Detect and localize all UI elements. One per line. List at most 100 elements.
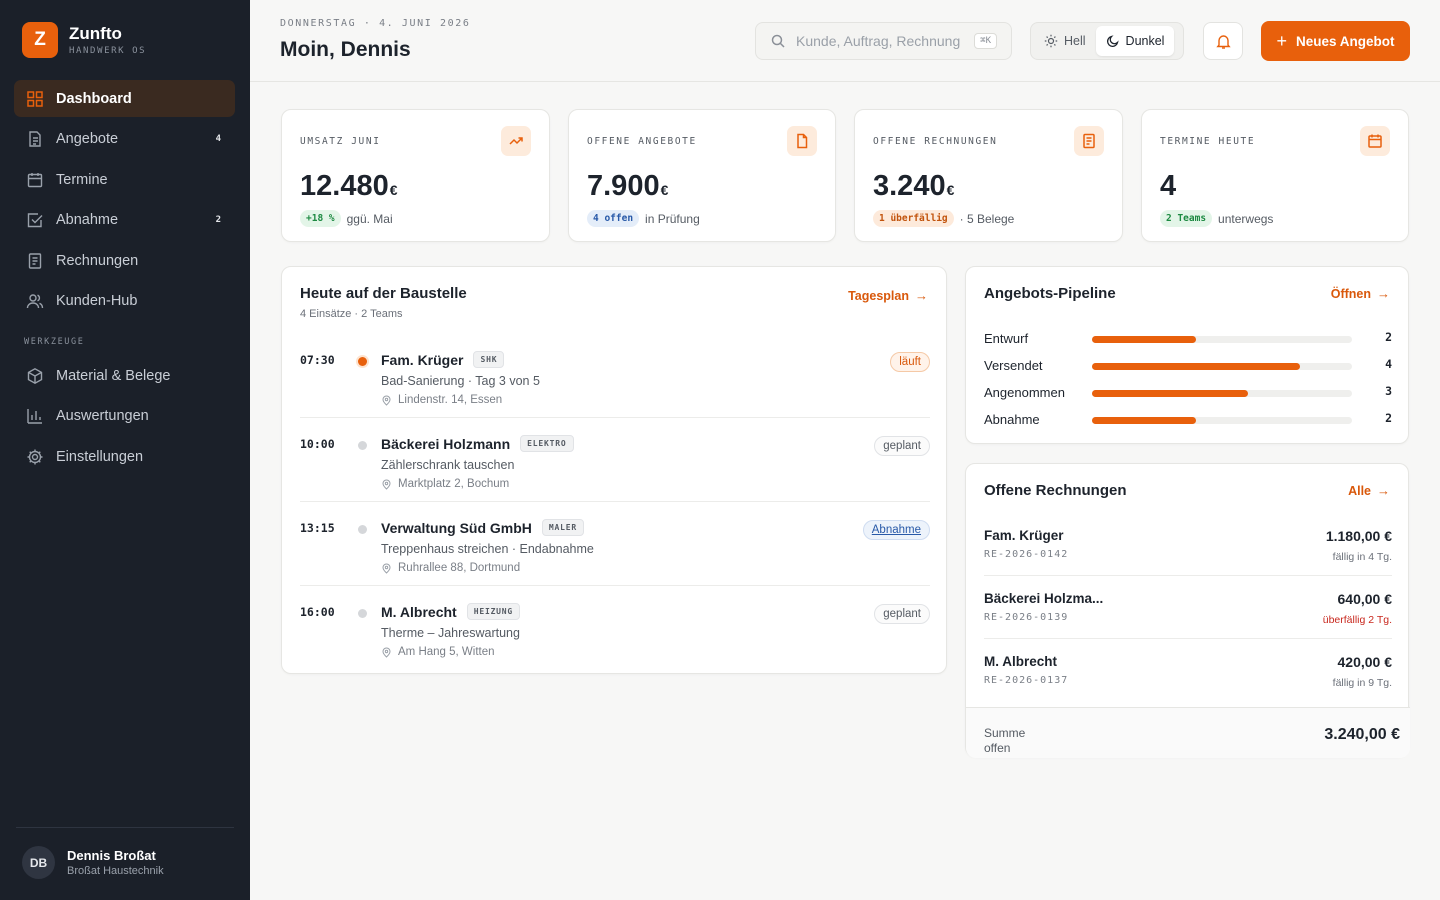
kpi-currency: € bbox=[660, 182, 669, 198]
trade-tag: HEIZUNG bbox=[466, 603, 521, 620]
kpi-note: · 5 Belege bbox=[959, 211, 1015, 226]
invoice-number: RE-2026-0142 bbox=[984, 549, 1069, 560]
job-time: 10:00 bbox=[300, 437, 335, 451]
sidebar-item-einstellungen[interactable]: Einstellungen bbox=[14, 438, 235, 475]
sidebar-item-abnahme[interactable]: Abnahme 2 bbox=[14, 202, 235, 239]
pipeline-row: Versendet 4 bbox=[984, 356, 1392, 376]
arrow-right-icon: → bbox=[915, 288, 928, 303]
theme-dark-button[interactable]: Dunkel bbox=[1095, 26, 1175, 56]
kpi-card-open-offers[interactable]: OFFENE ANGEBOTE 7.900€ 4 offen in Prüfun… bbox=[568, 109, 836, 242]
job-row[interactable]: 10:00 Bäckerei Holzmann ELEKTRO Zählersch… bbox=[300, 431, 930, 515]
pipeline-row: Entwurf 2 bbox=[984, 329, 1392, 349]
new-offer-button[interactable]: + Neues Angebot bbox=[1261, 21, 1410, 61]
arrow-right-icon: → bbox=[1377, 286, 1390, 301]
bell-icon bbox=[1215, 34, 1231, 49]
sidebar-item-kunden-hub[interactable]: Kunden-Hub bbox=[14, 283, 235, 320]
sidebar-item-termine[interactable]: Termine bbox=[14, 161, 235, 198]
job-time: 16:00 bbox=[300, 605, 335, 619]
kpi-note: ggü. Mai bbox=[346, 211, 393, 226]
kpi-value: 4 bbox=[1160, 170, 1177, 203]
job-address: Ruhrallee 88, Dortmund bbox=[398, 562, 521, 574]
kpi-value: 3.240€ bbox=[873, 170, 954, 203]
receipt-icon bbox=[28, 252, 42, 269]
user-profile[interactable]: DB Dennis Broßat Broßat Haustechnik bbox=[22, 846, 164, 879]
pipeline-bar bbox=[1092, 417, 1196, 424]
sidebar-item-dashboard[interactable]: Dashboard bbox=[14, 80, 235, 117]
kpi-card-revenue[interactable]: UMSATZ JUNI 12.480€ +18 % ggü. Mai bbox=[281, 109, 550, 242]
sum-value: 3.240,00 € bbox=[1324, 726, 1400, 743]
job-description: Bad-Sanierung · Tag 3 von 5 bbox=[381, 374, 540, 388]
theme-light-button[interactable]: Hell bbox=[1034, 26, 1096, 56]
invoice-sum: Summe offen 3.240,00 € bbox=[966, 707, 1410, 758]
user-name: Dennis Broßat bbox=[67, 848, 156, 863]
file-icon bbox=[787, 126, 817, 156]
pipeline-open-link[interactable]: Öffnen → bbox=[1331, 286, 1390, 301]
notifications-button[interactable] bbox=[1203, 22, 1243, 60]
job-time: 13:15 bbox=[300, 521, 335, 535]
invoice-customer: M. Albrecht bbox=[984, 654, 1058, 669]
kpi-label: UMSATZ JUNI bbox=[300, 136, 381, 147]
sidebar-nav: Dashboard Angebote 4 Termine Abnahme 2 R… bbox=[14, 80, 235, 479]
receipt-icon bbox=[1074, 126, 1104, 156]
invoice-row[interactable]: Fam. Krüger RE-2026-0142 1.180,00 € fäll… bbox=[984, 528, 1392, 591]
sidebar-item-material[interactable]: Material & Belege bbox=[14, 357, 235, 394]
day-plan-link[interactable]: Tagesplan → bbox=[848, 288, 928, 303]
invoice-row[interactable]: Bäckerei Holzma... RE-2026-0139 640,00 €… bbox=[984, 591, 1392, 654]
kpi-currency: € bbox=[389, 182, 398, 198]
job-customer: M. Albrecht bbox=[381, 603, 457, 620]
invoice-amount: 640,00 € bbox=[1337, 591, 1393, 607]
divider bbox=[984, 575, 1392, 576]
kpi-card-open-invoices[interactable]: OFFENE RECHNUNGEN 3.240€ 1 überfällig · … bbox=[854, 109, 1123, 242]
job-row[interactable]: 16:00 M. Albrecht HEIZUNG Therme – Jahres… bbox=[300, 599, 930, 683]
brand[interactable]: Z Zunfto HANDWERK OS bbox=[22, 22, 146, 58]
divider bbox=[984, 638, 1392, 639]
invoice-row[interactable]: M. Albrecht RE-2026-0137 420,00 € fällig… bbox=[984, 654, 1392, 717]
kpi-number: 4 bbox=[1160, 170, 1177, 202]
link-label: Öffnen bbox=[1330, 286, 1371, 301]
sidebar-item-label: Kunden-Hub bbox=[56, 293, 138, 309]
card-title: Offene Rechnungen bbox=[984, 482, 1127, 499]
pipeline-value: 2 bbox=[1385, 330, 1392, 344]
moon-icon bbox=[1106, 35, 1119, 48]
open-invoices-card: Offene Rechnungen Alle → Fam. Krüger RE-… bbox=[965, 463, 1410, 758]
kpi-card-appointments[interactable]: TERMINE HEUTE 4 2 Teams unterwegs bbox=[1141, 109, 1409, 242]
invoice-due: überfällig 2 Tg. bbox=[1322, 614, 1392, 626]
count-badge: 2 bbox=[215, 215, 221, 225]
link-label: Tagesplan bbox=[848, 288, 909, 303]
status-badge[interactable]: Abnahme bbox=[862, 520, 930, 540]
pipeline-label: Angenommen bbox=[984, 385, 1065, 400]
invoice-number: RE-2026-0139 bbox=[984, 612, 1069, 623]
brand-subtitle: HANDWERK OS bbox=[69, 45, 147, 56]
all-invoices-link[interactable]: Alle → bbox=[1348, 483, 1390, 498]
job-description: Therme – Jahreswartung bbox=[381, 626, 520, 640]
brand-logo: Z bbox=[22, 22, 58, 58]
search-input[interactable] bbox=[796, 33, 961, 49]
kpi-number: 7.900 bbox=[587, 170, 660, 202]
job-row[interactable]: 13:15 Verwaltung Süd GmbH MALER Treppenha… bbox=[300, 515, 930, 599]
trade-tag: MALER bbox=[541, 519, 584, 536]
job-description: Treppenhaus streichen · Endabnahme bbox=[381, 542, 594, 556]
sidebar-item-label: Angebote bbox=[56, 131, 119, 147]
kpi-number: 12.480 bbox=[300, 170, 389, 202]
current-date: DONNERSTAG · 4. JUNI 2026 bbox=[280, 18, 471, 29]
calendar-icon bbox=[1360, 126, 1390, 156]
invoice-customer: Bäckerei Holzma... bbox=[984, 591, 1104, 606]
job-address: Am Hang 5, Witten bbox=[398, 646, 495, 658]
sidebar-item-auswertungen[interactable]: Auswertungen bbox=[14, 398, 235, 435]
sidebar-item-label: Auswertungen bbox=[56, 408, 149, 424]
job-row[interactable]: 07:30 Fam. Krüger SHK Bad-Sanierung · Tag… bbox=[300, 347, 930, 431]
sun-icon bbox=[1044, 34, 1058, 48]
sidebar-item-angebote[interactable]: Angebote 4 bbox=[14, 121, 235, 158]
sidebar-item-rechnungen[interactable]: Rechnungen bbox=[14, 242, 235, 279]
status-dot bbox=[358, 357, 367, 366]
kpi-pill: 2 Teams bbox=[1160, 210, 1213, 227]
invoice-amount: 1.180,00 € bbox=[1325, 528, 1392, 544]
pipeline-label: Versendet bbox=[984, 358, 1043, 373]
card-title: Heute auf der Baustelle bbox=[300, 285, 467, 302]
kpi-label: OFFENE RECHNUNGEN bbox=[873, 136, 998, 147]
invoice-number: RE-2026-0137 bbox=[984, 675, 1069, 686]
search-box[interactable]: ⌘K bbox=[755, 22, 1012, 60]
offer-pipeline-card: Angebots-Pipeline Öffnen → Entwurf 2 Ver… bbox=[965, 266, 1409, 444]
job-address: Lindenstr. 14, Essen bbox=[398, 394, 503, 406]
kpi-label: TERMINE HEUTE bbox=[1160, 136, 1256, 147]
